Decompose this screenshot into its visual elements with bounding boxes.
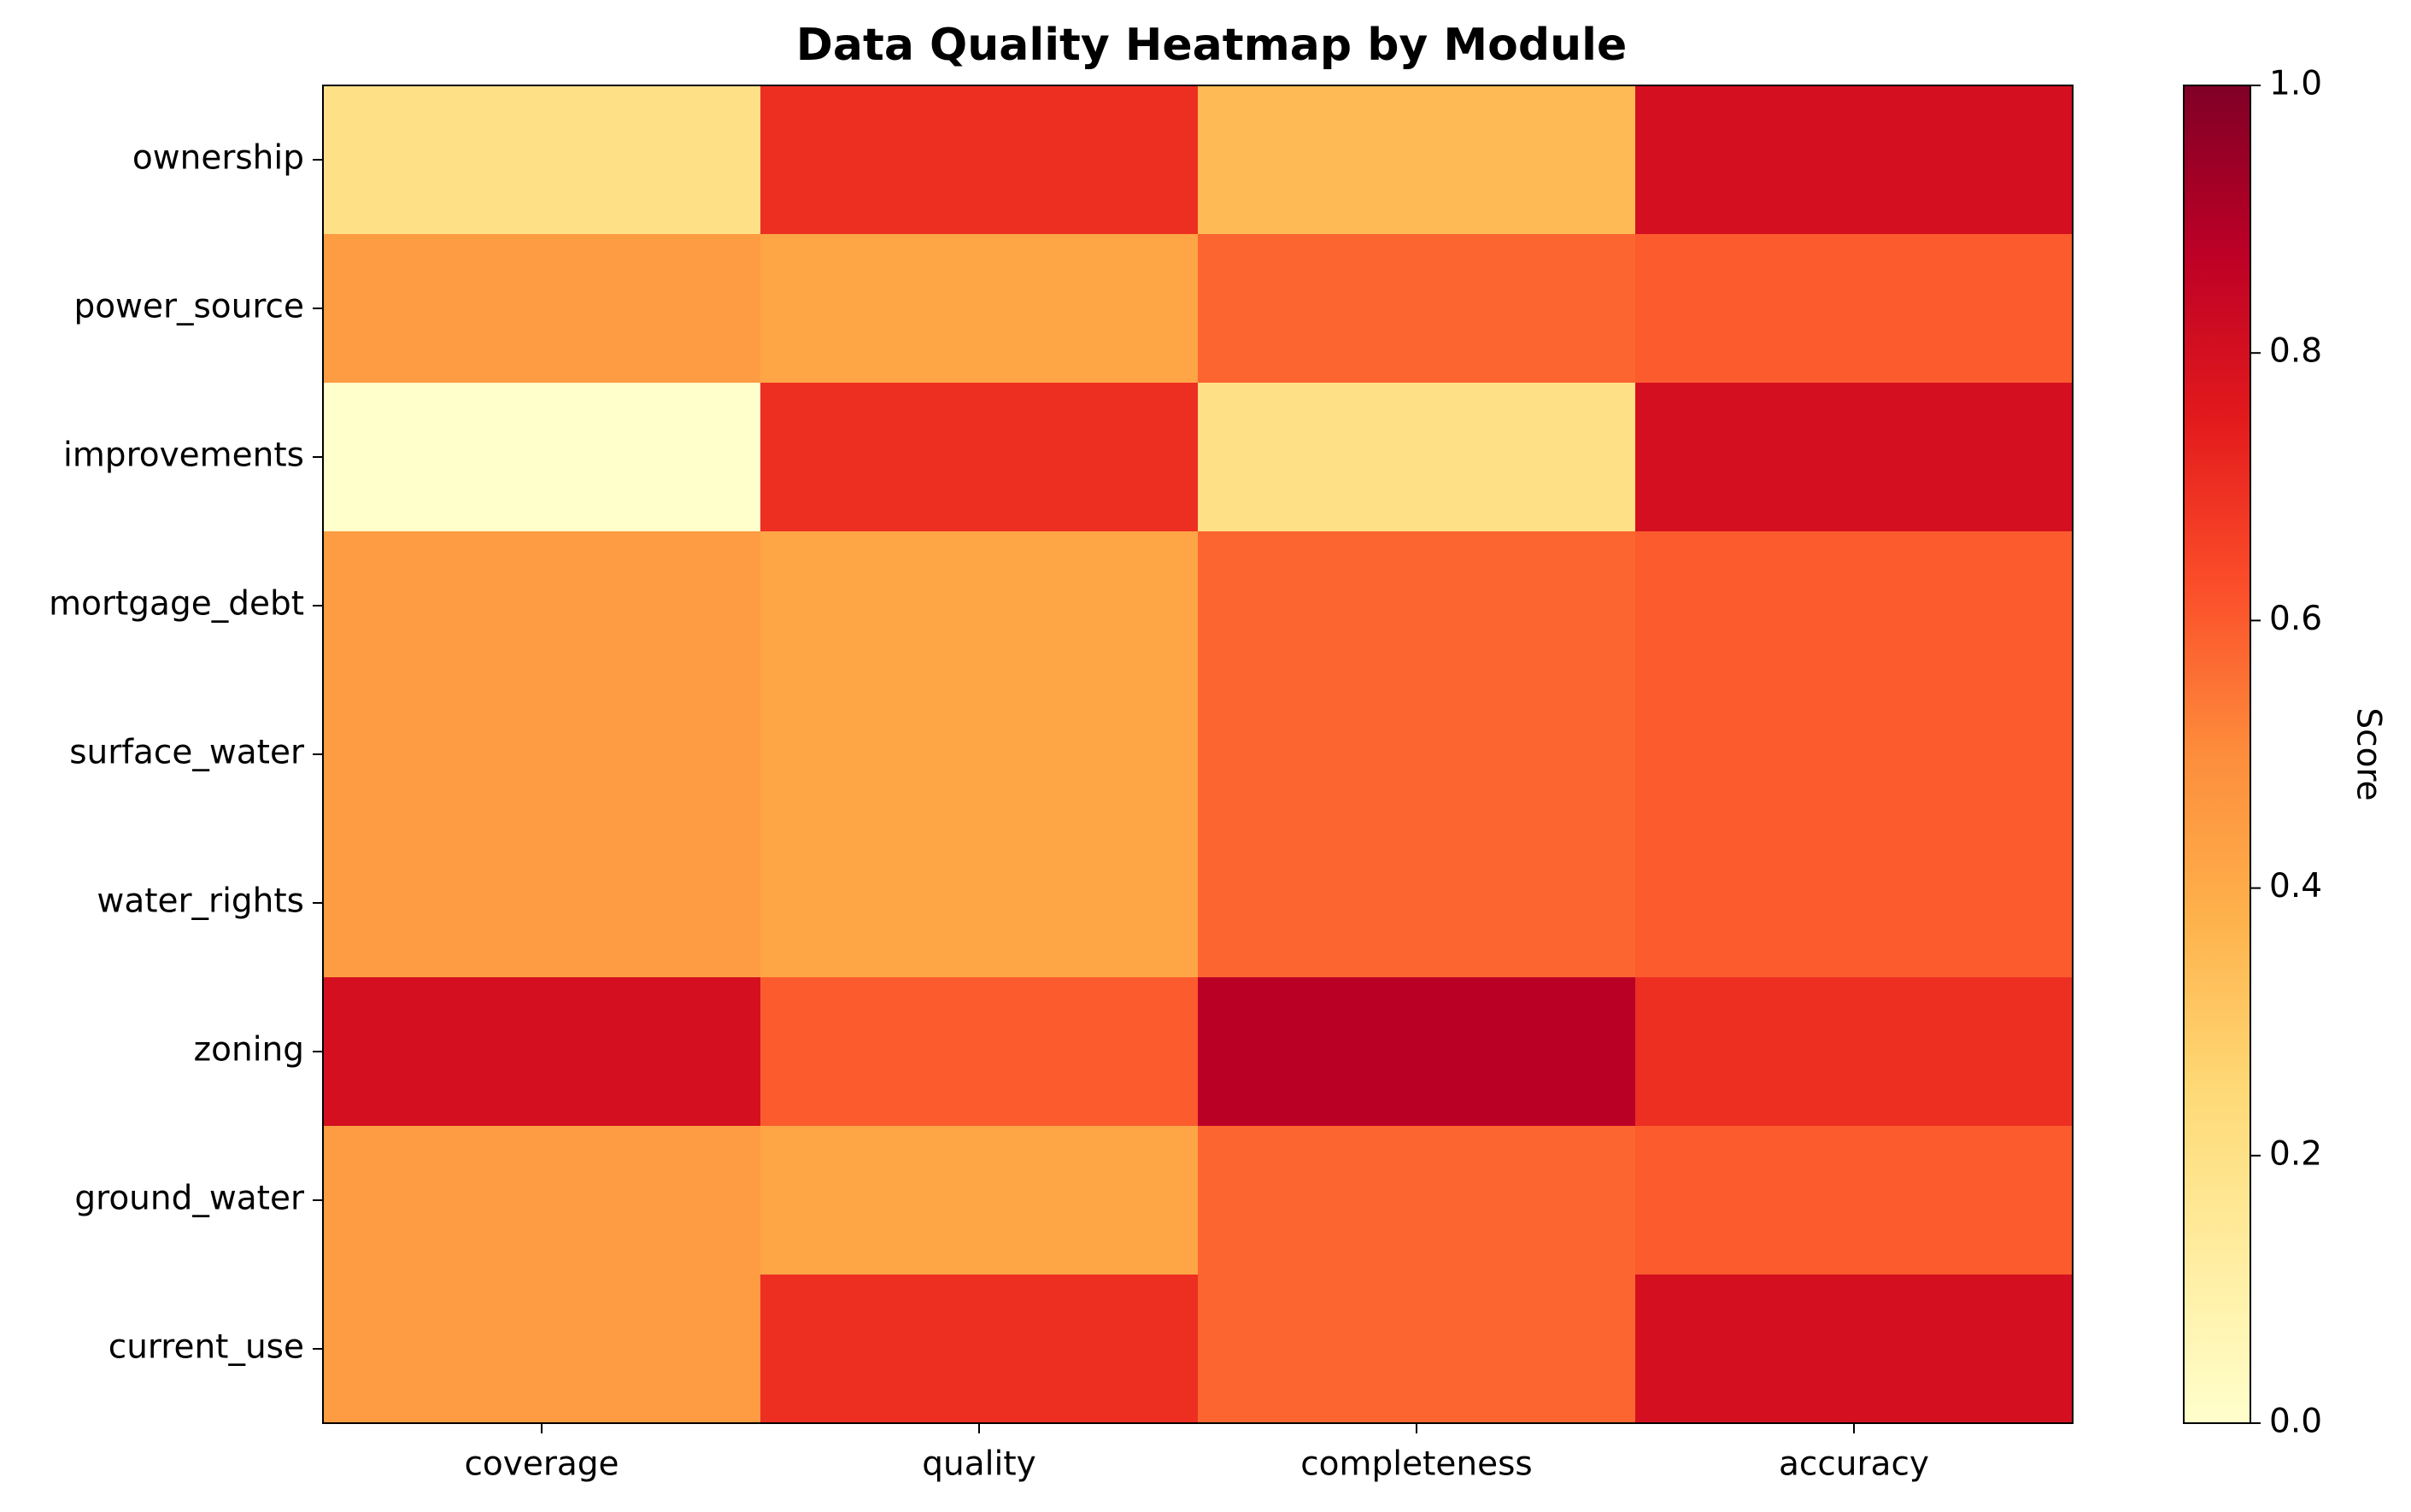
x-tick-label: coverage — [464, 1445, 619, 1484]
colorbar-tick-label: 0.2 — [2269, 1134, 2322, 1173]
heatmap-cell — [1198, 1126, 1636, 1275]
colorbar-tick-label: 1.0 — [2269, 65, 2322, 103]
colorbar-gradient — [2184, 85, 2250, 1423]
heatmap-cell — [1635, 680, 2074, 829]
x-tick-label: completeness — [1300, 1445, 1533, 1484]
heatmap-cell — [1198, 680, 1636, 829]
heatmap-cell — [1635, 531, 2074, 681]
heatmap-cell — [760, 383, 1199, 532]
heatmap-cell — [1635, 829, 2074, 978]
heatmap-cell — [1635, 1126, 2074, 1275]
y-tick-label: mortgage_debt — [49, 585, 304, 624]
y-tick-label: water_rights — [97, 882, 304, 921]
heatmap-cell — [323, 680, 761, 829]
colorbar-tick-label: 0.0 — [2269, 1403, 2322, 1441]
heatmap-cell — [323, 829, 761, 978]
heatmap-cell — [760, 680, 1199, 829]
y-tick-label: power_source — [73, 288, 304, 326]
y-axis: ownership power_source improvements mortgag… — [49, 139, 323, 1367]
heatmap-cell — [323, 85, 761, 235]
heatmap-cell — [1198, 977, 1636, 1127]
heatmap-cells — [323, 85, 2074, 1424]
heatmap-cell — [760, 977, 1199, 1127]
heatmap-cell — [323, 383, 761, 532]
colorbar-tick-label: 0.6 — [2269, 600, 2322, 638]
heatmap-cell — [760, 1126, 1199, 1275]
heatmap-cell — [760, 85, 1199, 235]
heatmap-cell — [760, 829, 1199, 978]
heatmap-cell — [760, 1275, 1199, 1424]
heatmap-cell — [1198, 1275, 1636, 1424]
heatmap-cell — [760, 234, 1199, 384]
y-tick-label: current_use — [109, 1328, 304, 1367]
colorbar-tick-label: 0.4 — [2269, 867, 2322, 905]
heatmap-cell — [1635, 1275, 2074, 1424]
x-axis: coverage quality completeness accuracy — [464, 1423, 1929, 1484]
colorbar-label: Score — [2349, 707, 2388, 800]
y-tick-label: surface_water — [69, 734, 305, 772]
heatmap-cell — [323, 1275, 761, 1424]
chart-title: Data Quality Heatmap by Module — [796, 20, 1628, 71]
x-tick-label: quality — [922, 1445, 1035, 1484]
heatmap-cell — [1635, 234, 2074, 384]
y-tick-label: ownership — [132, 139, 304, 178]
heatmap-cell — [760, 531, 1199, 681]
x-tick-label: accuracy — [1779, 1445, 1929, 1484]
heatmap-cell — [1198, 85, 1636, 235]
heatmap-cell — [323, 234, 761, 384]
y-tick-label: zoning — [194, 1031, 304, 1070]
heatmap-cell — [323, 1126, 761, 1275]
heatmap-cell — [1198, 531, 1636, 681]
heatmap-cell — [323, 531, 761, 681]
colorbar: 0.0 0.2 0.4 0.6 0.8 1.0 — [2183, 65, 2322, 1441]
colorbar-frame — [2183, 85, 2251, 1424]
heatmap-cell — [1198, 234, 1636, 384]
heatmap-cell — [1635, 85, 2074, 235]
heatmap-cell — [1198, 829, 1636, 978]
heatmap-cell — [1198, 383, 1636, 532]
heatmap-cell — [1635, 977, 2074, 1127]
colorbar-tick-label: 0.8 — [2269, 332, 2322, 371]
y-tick-label: ground_water — [74, 1180, 305, 1218]
heatmap-cell — [1635, 383, 2074, 532]
y-tick-label: improvements — [63, 437, 304, 475]
heatmap-cell — [323, 977, 761, 1127]
